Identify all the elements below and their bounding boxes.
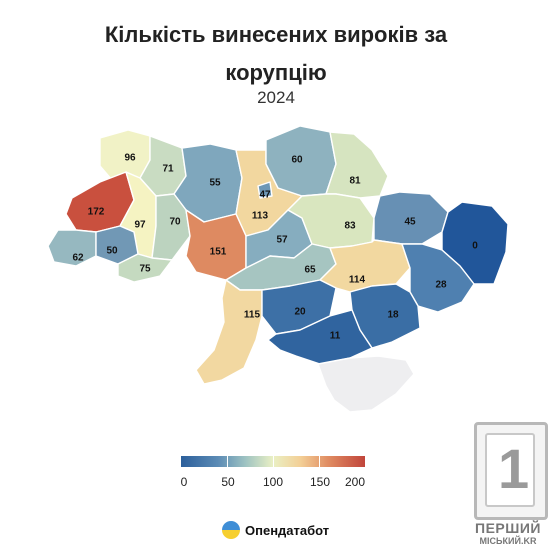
opendatabot-logo-icon <box>222 521 240 539</box>
region-value-vinnytsia: 151 <box>210 247 227 258</box>
region-luhansk <box>441 201 509 285</box>
region-value-donetsk: 28 <box>435 280 447 291</box>
region-value-zakarpattia: 62 <box>72 253 84 264</box>
region-value-sumy: 81 <box>349 176 361 187</box>
scale-divider <box>319 456 320 467</box>
region-value-ivano-frankivsk: 50 <box>106 246 118 257</box>
region-value-cherkasy: 57 <box>276 235 288 246</box>
region-value-volyn: 96 <box>124 153 136 164</box>
region-odesa <box>195 279 263 385</box>
region-vinnytsia <box>185 209 247 281</box>
watermark-text-line2: МІСЬКИЙ.KR <box>479 536 537 546</box>
region-chernivtsi <box>117 253 173 283</box>
region-crimea <box>317 355 415 413</box>
region-value-kyiv-oblast: 113 <box>252 211 269 222</box>
watermark-digit: 1 <box>498 437 530 500</box>
region-value-kherson: 11 <box>330 331 341 342</box>
region-value-rivne: 71 <box>162 164 174 175</box>
region-kharkiv <box>373 191 449 245</box>
region-value-poltava: 83 <box>344 221 356 232</box>
region-value-mykolaiv: 20 <box>294 307 306 318</box>
scale-tick: 50 <box>221 475 235 489</box>
scale-tick: 200 <box>344 475 366 489</box>
scale-divider <box>227 456 228 467</box>
region-value-kyiv-city: 47 <box>259 190 271 201</box>
region-value-odesa: 115 <box>244 310 261 321</box>
region-value-ternopil: 97 <box>134 220 146 231</box>
region-value-zaporizhzhia: 18 <box>387 310 399 321</box>
watermark-frame: 1 <box>474 422 548 520</box>
region-khmelnytskyi <box>151 193 191 261</box>
region-value-kirovohrad: 65 <box>304 265 316 276</box>
region-zakarpattia <box>47 229 97 267</box>
brand: Опендатабот <box>222 519 329 541</box>
region-value-lviv: 172 <box>88 207 105 218</box>
scale-divider <box>273 456 274 467</box>
region-value-zhytomyr: 55 <box>209 178 221 189</box>
watermark-inner: 1 <box>485 433 535 507</box>
scale-tick: 0 <box>180 475 188 489</box>
scale-tick: 150 <box>309 475 331 489</box>
region-value-khmelnytskyi: 70 <box>169 217 181 228</box>
chart-title-line2: корупцію <box>225 60 327 85</box>
watermark-text-line1: ПЕРШИЙ <box>475 520 541 536</box>
region-value-dnipropetrovsk: 114 <box>349 275 366 286</box>
region-sumy <box>325 131 389 199</box>
chart-title-line1: Кількість винесених вироків за <box>104 22 448 47</box>
region-value-chernivtsi: 75 <box>139 264 151 275</box>
region-value-kharkiv: 45 <box>404 217 416 228</box>
watermark-logo: 1 ПЕРШИЙ МІСЬКИЙ.KR <box>468 422 548 548</box>
chart-subtitle: 2024 <box>257 88 295 107</box>
region-value-chernihiv: 60 <box>291 155 303 166</box>
region-donetsk <box>401 243 475 313</box>
region-kherson <box>267 309 373 365</box>
region-value-luhansk: 0 <box>472 241 478 252</box>
scale-tick: 100 <box>262 475 284 489</box>
brand-name: Опендатабот <box>245 522 330 538</box>
region-kyiv-city <box>257 181 273 199</box>
